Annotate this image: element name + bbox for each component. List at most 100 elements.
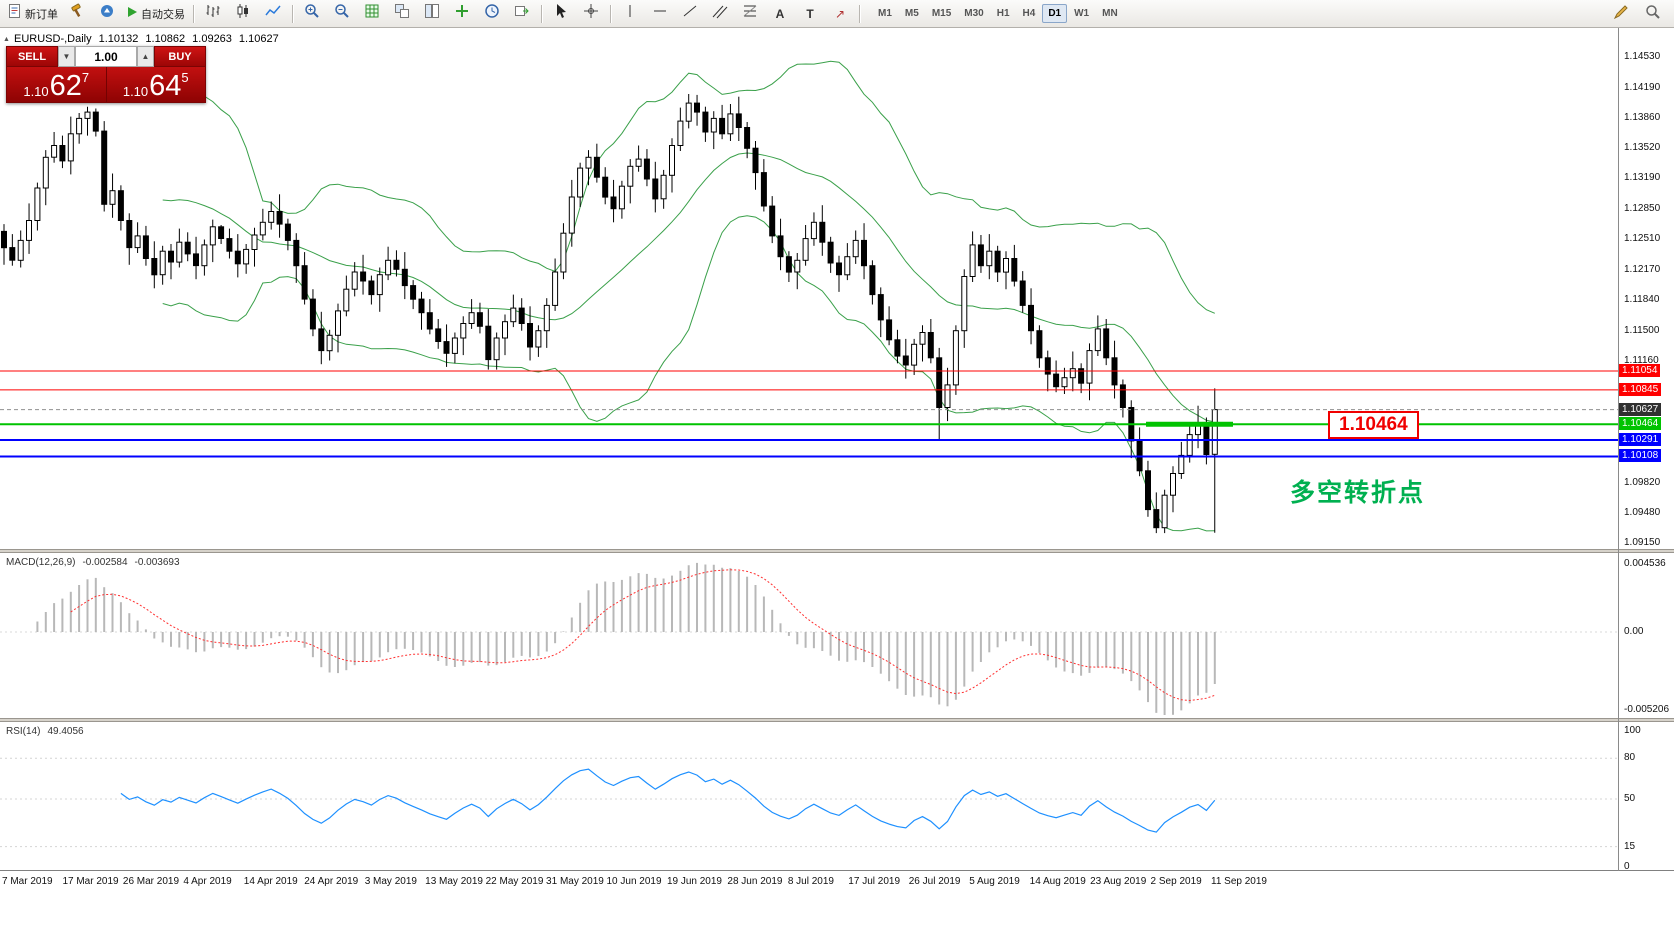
cursor-plus-button[interactable] bbox=[447, 2, 477, 26]
arrows-tool[interactable]: ↗ bbox=[825, 2, 855, 26]
buy-price-big: 64 bbox=[149, 70, 182, 103]
arrange-windows-button[interactable] bbox=[417, 2, 447, 26]
time-axis-label: 10 Jun 2019 bbox=[606, 876, 662, 887]
price-axis[interactable]: 1.14530 1.14190 1.13860 1.13520 1.13190 1.128… bbox=[1618, 0, 1674, 893]
price-tick-label: 1.09150 bbox=[1624, 537, 1661, 549]
rsi-canvas bbox=[0, 757, 1618, 848]
timeframe-h1[interactable]: H1 bbox=[996, 8, 1010, 19]
buy-button[interactable]: BUY bbox=[154, 46, 206, 67]
timeframe-m15[interactable]: M15 bbox=[931, 8, 952, 19]
time-axis-label: 11 Sep 2019 bbox=[1211, 876, 1267, 887]
triangle-down-icon: ▼ bbox=[62, 52, 71, 61]
crosshair-tool-button[interactable] bbox=[576, 2, 606, 26]
buy-price-pip: 5 bbox=[181, 70, 189, 85]
price-tick-label: 1.14530 bbox=[1624, 50, 1661, 62]
timeframe-m1[interactable]: M1 bbox=[878, 8, 892, 19]
vertical-line-tool[interactable] bbox=[615, 2, 645, 26]
volume-input[interactable] bbox=[75, 46, 137, 67]
grid-icon bbox=[364, 3, 380, 24]
metaeditor-button[interactable] bbox=[62, 2, 92, 26]
price-tick-label: 1.14190 bbox=[1624, 81, 1661, 93]
cascade-windows-button[interactable] bbox=[387, 2, 417, 26]
fibonacci-icon bbox=[742, 3, 758, 24]
time-axis[interactable]: 7 Mar 2019 17 Mar 2019 26 Mar 2019 4 Apr 20… bbox=[0, 871, 1674, 893]
label-icon: T bbox=[806, 6, 814, 21]
play-icon bbox=[126, 5, 138, 23]
price-chart-canvas[interactable] bbox=[0, 28, 1618, 549]
text-tool[interactable]: A bbox=[765, 2, 795, 26]
rsi-axis-label: 0 bbox=[1624, 861, 1630, 872]
open-value: 1.10132 bbox=[98, 33, 139, 45]
pencil-icon bbox=[1613, 4, 1629, 25]
macd-main-value: -0.002584 bbox=[82, 557, 128, 568]
line-chart-mode-button[interactable] bbox=[258, 2, 288, 26]
price-level-tag: 1.11054 bbox=[1619, 364, 1661, 378]
rsi-name: RSI(14) bbox=[6, 726, 41, 737]
pane-divider[interactable] bbox=[0, 549, 1674, 553]
new-order-button[interactable]: 新订单 bbox=[4, 2, 62, 26]
horizontal-line-tool[interactable] bbox=[645, 2, 675, 26]
search-button[interactable] bbox=[1638, 2, 1668, 26]
price-level-tag: 1.10845 bbox=[1619, 382, 1662, 396]
timeframe-m30[interactable]: M30 bbox=[964, 8, 984, 19]
time-axis-label: 17 Jul 2019 bbox=[848, 876, 901, 887]
label-tool[interactable]: T bbox=[795, 2, 825, 26]
auto-trading-button[interactable]: 自动交易 bbox=[122, 2, 189, 26]
volume-increase-button[interactable]: ▲ bbox=[137, 46, 154, 67]
toolbar-separator bbox=[193, 4, 194, 23]
market-watch-button[interactable] bbox=[92, 2, 122, 26]
buy-price-display[interactable]: 1.10 64 5 bbox=[107, 67, 206, 102]
low-value: 1.09263 bbox=[192, 33, 232, 45]
time-axis-label: 2 Sep 2019 bbox=[1150, 876, 1202, 887]
rsi-axis-label: 15 bbox=[1624, 840, 1636, 852]
bar-chart-mode-button[interactable] bbox=[198, 2, 228, 26]
sell-price-display[interactable]: 1.10 62 7 bbox=[7, 67, 106, 102]
price-callout-box[interactable]: 1.10464 bbox=[1328, 411, 1419, 439]
time-axis-label: 24 Apr 2019 bbox=[304, 876, 359, 887]
tile-windows-button[interactable] bbox=[357, 2, 387, 26]
rsi-axis-label: 50 bbox=[1624, 793, 1636, 804]
price-tick-label: 1.11160 bbox=[1624, 355, 1659, 367]
pane-divider[interactable] bbox=[0, 718, 1674, 722]
bars-icon bbox=[205, 3, 221, 24]
channel-icon bbox=[712, 3, 728, 24]
timeframe-w1[interactable]: W1 bbox=[1074, 8, 1090, 19]
candle-chart-mode-button[interactable] bbox=[228, 2, 258, 26]
subwindow-arrow-icon[interactable]: ▲ bbox=[3, 36, 10, 43]
macd-axis-label: 0.00 bbox=[1624, 626, 1644, 637]
cursor-tool-button[interactable] bbox=[546, 2, 576, 26]
price-tick-label: 1.12170 bbox=[1624, 264, 1661, 276]
timeframe-mn[interactable]: MN bbox=[1102, 8, 1118, 19]
text-icon: A bbox=[775, 6, 785, 21]
volume-decrease-button[interactable]: ▼ bbox=[58, 46, 75, 67]
fibonacci-tool[interactable] bbox=[735, 2, 765, 26]
chart-shift-button[interactable] bbox=[507, 2, 537, 26]
time-axis-label: 26 Jul 2019 bbox=[908, 876, 961, 887]
rsi-pane[interactable]: RSI(14) 49.4056 bbox=[0, 722, 1618, 870]
pivot-annotation-text[interactable]: 多空转折点 bbox=[1290, 479, 1426, 507]
main-chart-pane[interactable]: ▲ EURUSD-,Daily 1.10132 1.10862 1.09263 1.10… bbox=[0, 28, 1618, 549]
timeframe-d1[interactable]: D1 bbox=[1042, 4, 1068, 23]
timeframe-m5[interactable]: M5 bbox=[904, 8, 919, 19]
zoom-in-button[interactable] bbox=[297, 2, 327, 26]
timeframe-toolbar: M1 M5 M15 M30 H1 H4 D1 W1 MN bbox=[872, 4, 1124, 23]
line-chart-icon bbox=[265, 3, 281, 24]
trendline-tool[interactable] bbox=[675, 2, 705, 26]
rsi-axis-label: 80 bbox=[1624, 752, 1636, 764]
sell-button[interactable]: SELL bbox=[6, 46, 58, 67]
time-axis-separator bbox=[0, 870, 1674, 871]
time-axis-label: 14 Apr 2019 bbox=[243, 876, 298, 887]
macd-pane[interactable]: MACD(12,26,9) -0.002584 -0.003693 bbox=[0, 553, 1618, 718]
sell-price-pip: 7 bbox=[81, 70, 90, 85]
edit-button[interactable] bbox=[1606, 2, 1636, 26]
chart-ohlc-info: EURUSD-,Daily 1.10132 1.10862 1.09263 1.1062… bbox=[14, 33, 286, 45]
time-axis-label: 17 Mar 2019 bbox=[62, 876, 119, 887]
zoom-out-button[interactable] bbox=[327, 2, 357, 26]
search-icon bbox=[1645, 4, 1661, 25]
timeframe-h4[interactable]: H4 bbox=[1022, 8, 1036, 19]
auto-scroll-button[interactable] bbox=[477, 2, 507, 26]
toolbar-right-group bbox=[1606, 2, 1668, 26]
sell-price-big: 62 bbox=[49, 70, 82, 103]
chart-shift-icon bbox=[514, 3, 530, 24]
channel-tool[interactable] bbox=[705, 2, 735, 26]
